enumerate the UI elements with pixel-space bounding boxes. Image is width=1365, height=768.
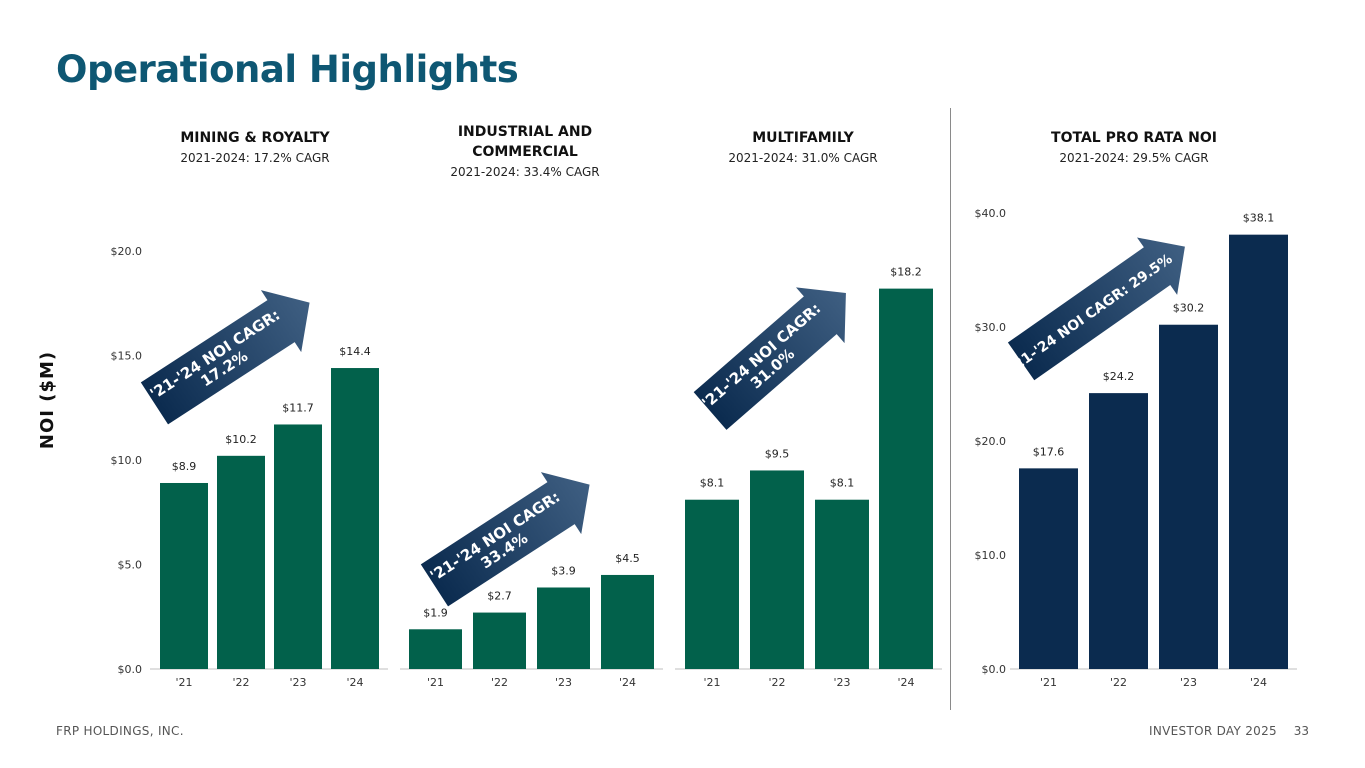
section-divider	[950, 108, 951, 710]
data-label: $4.5	[615, 552, 640, 565]
chart-subtitle: 2021-2024: 29.5% CAGR	[1059, 151, 1208, 165]
x-tick-label: '24	[619, 676, 636, 689]
bar	[1229, 234, 1288, 669]
data-label: $8.9	[172, 460, 197, 473]
bar	[409, 629, 462, 669]
y-tick-label: $0.0	[982, 663, 1007, 676]
bar	[160, 482, 208, 669]
arrow-annotation-text: '21-'24 NOI CAGR: 29.5%	[1007, 251, 1175, 376]
chart-subtitle: 2021-2024: 31.0% CAGR	[728, 151, 877, 165]
arrow-shape	[1007, 237, 1185, 381]
chart-title: MINING & ROYALTY	[180, 130, 330, 146]
data-label: $38.1	[1243, 212, 1275, 225]
y-tick-label: $15.0	[111, 350, 143, 363]
y-tick-label: $20.0	[111, 245, 143, 258]
x-tick-label: '22	[1110, 676, 1127, 689]
data-label: $9.5	[765, 447, 790, 460]
data-label: $18.2	[890, 266, 922, 279]
bar	[1089, 393, 1148, 669]
bar	[815, 499, 869, 669]
x-tick-label: '21	[175, 676, 192, 689]
data-label: $3.9	[551, 564, 576, 577]
bar	[685, 499, 739, 669]
bar	[1019, 468, 1078, 669]
bar	[879, 288, 933, 669]
y-tick-label: $40.0	[975, 207, 1007, 220]
y-tick-label: $20.0	[975, 435, 1007, 448]
chart-panel-4: TOTAL PRO RATA NOI 2021-2024: 29.5% CAGR $…	[975, 130, 1297, 689]
x-tick-label: '21	[1040, 676, 1057, 689]
x-tick-label: '23	[833, 676, 850, 689]
data-label: $17.6	[1033, 445, 1065, 458]
x-tick-label: '23	[555, 676, 572, 689]
cagr-arrow-3: '21-'24 NOI CAGR:31.0%	[693, 287, 846, 430]
y-axis-label: NOI ($M)	[37, 351, 58, 449]
data-label: $2.7	[487, 590, 512, 603]
bar	[601, 574, 654, 669]
chart-title: INDUSTRIAL AND	[458, 124, 592, 140]
bar	[331, 368, 379, 669]
x-tick-label: '24	[897, 676, 914, 689]
chart-subtitle: 2021-2024: 33.4% CAGR	[450, 165, 599, 179]
bar	[1159, 324, 1218, 669]
bar	[217, 455, 265, 669]
footer-event: INVESTOR DAY 2025	[1149, 724, 1277, 738]
y-tick-label: $30.0	[975, 321, 1007, 334]
chart-title: TOTAL PRO RATA NOI	[1051, 130, 1217, 146]
bar	[473, 612, 526, 669]
arrow-shape	[420, 472, 590, 607]
x-tick-label: '22	[491, 676, 508, 689]
data-label: $24.2	[1103, 370, 1135, 383]
chart-subtitle: 2021-2024: 17.2% CAGR	[180, 151, 329, 165]
y-tick-label: $10.0	[975, 549, 1007, 562]
bar	[274, 424, 322, 669]
page-title: Operational Highlights	[56, 48, 519, 91]
chart-title: MULTIFAMILY	[752, 130, 854, 146]
data-label: $1.9	[423, 606, 448, 619]
chart-panel-3: MULTIFAMILY 2021-2024: 31.0% CAGR $8.1 '21 $…	[675, 130, 942, 689]
arrow-shape	[693, 287, 846, 430]
footer-company: FRP HOLDINGS, INC.	[56, 724, 184, 738]
y-tick-label: $0.0	[118, 663, 143, 676]
data-label: $8.1	[700, 477, 725, 490]
x-tick-label: '24	[346, 676, 363, 689]
arrow-shape	[140, 290, 310, 425]
y-tick-label: $10.0	[111, 454, 143, 467]
data-label: $11.7	[282, 401, 314, 414]
chart-title: COMMERCIAL	[472, 144, 578, 160]
x-tick-label: '21	[427, 676, 444, 689]
chart-panel-1: MINING & ROYALTY 2021-2024: 17.2% CAGR $0.…	[111, 130, 388, 689]
x-tick-label: '21	[703, 676, 720, 689]
data-label: $14.4	[339, 345, 371, 358]
x-tick-label: '23	[1180, 676, 1197, 689]
data-label: $10.2	[225, 433, 257, 446]
x-tick-label: '24	[1250, 676, 1267, 689]
data-label: $8.1	[830, 477, 855, 490]
x-tick-label: '22	[768, 676, 785, 689]
y-tick-label: $5.0	[118, 559, 143, 572]
chart-panel-2: INDUSTRIAL AND COMMERCIAL 2021-2024: 33.4%…	[400, 124, 663, 689]
bar	[750, 470, 804, 669]
page-number: 33	[1293, 724, 1309, 738]
bar	[537, 587, 590, 669]
x-tick-label: '22	[232, 676, 249, 689]
x-tick-label: '23	[289, 676, 306, 689]
data-label: $30.2	[1173, 302, 1205, 315]
